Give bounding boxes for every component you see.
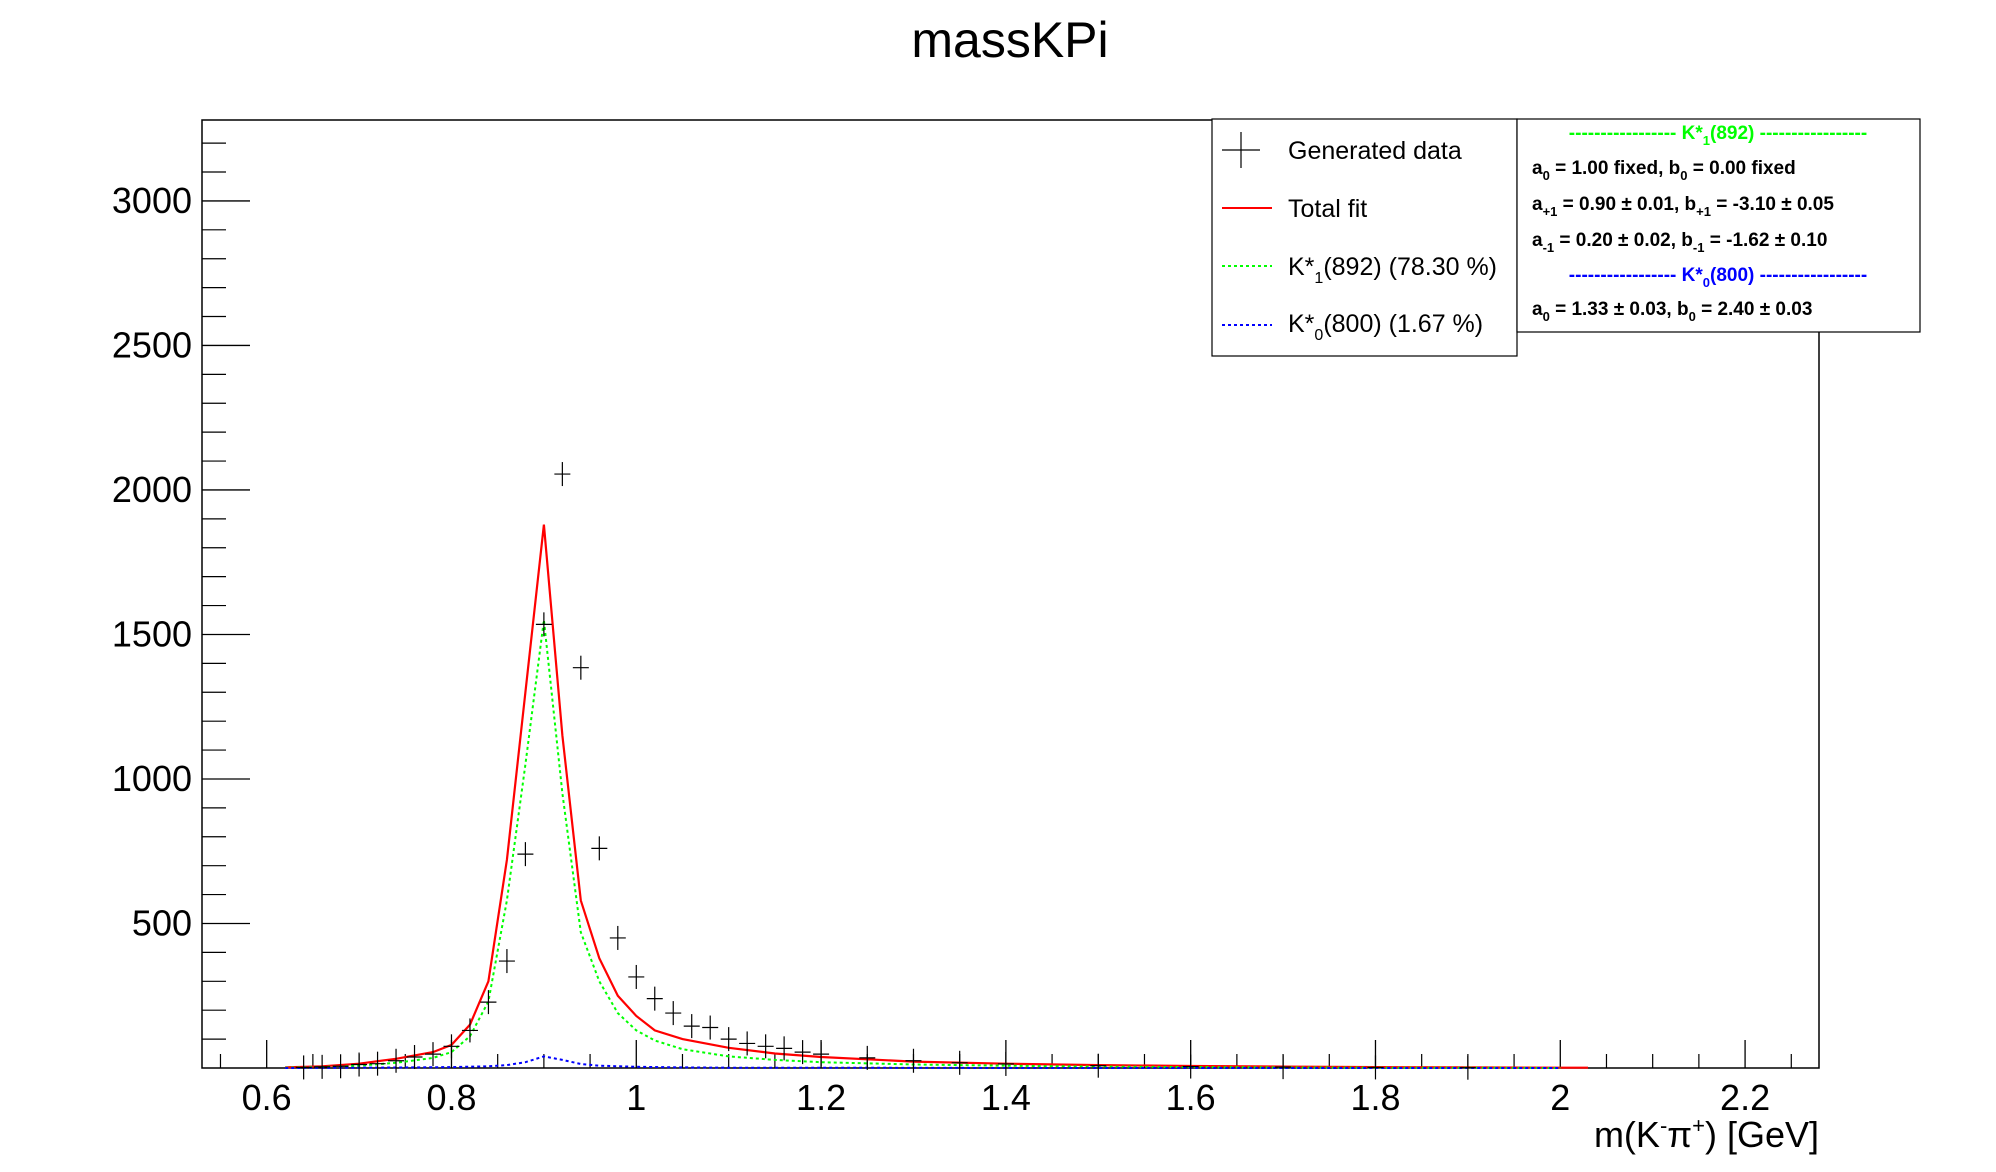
data-point (951, 1050, 968, 1075)
legend-label-data: Generated data (1288, 137, 1462, 165)
x-tick-label: 0.8 (426, 1077, 476, 1118)
data-point (683, 1014, 700, 1039)
y-tick-label: 1500 (112, 613, 192, 654)
x-tick-label: 0.6 (242, 1077, 292, 1118)
data-point (480, 990, 497, 1015)
chart-title: massKPi (911, 12, 1108, 68)
legend-label-total-fit: Total fit (1288, 195, 1367, 223)
data-point (535, 612, 552, 637)
series-line-1 (285, 619, 1561, 1069)
fit-k1-line-am1: a-1 = 0.20 ± 0.02, b-1 = -1.62 ± 0.10 (1532, 230, 1827, 255)
fit-box-frame (1516, 118, 1921, 333)
y-tick-label: 2500 (112, 324, 192, 365)
legend: Generated data Total fit K*1(892) (78.30… (1211, 118, 1518, 357)
series-layer (285, 524, 1588, 1069)
fit-k0-line-a0: a0 = 1.33 ± 0.03, b0 = 2.40 ± 0.03 (1532, 299, 1812, 324)
data-point (646, 986, 663, 1011)
data-point (1182, 1054, 1199, 1079)
data-point (498, 949, 515, 974)
data-point (813, 1042, 830, 1067)
data-point (572, 655, 589, 680)
data-point (905, 1048, 922, 1073)
x-tick-label: 2.2 (1720, 1077, 1770, 1118)
y-tick-label: 3000 (112, 180, 192, 221)
legend-item-k0: K*0(800) (1.67 %) (1222, 310, 1483, 344)
data-point (609, 925, 626, 950)
x-tick-label: 1 (626, 1077, 646, 1118)
data-point (443, 1034, 460, 1059)
data-point (757, 1034, 774, 1059)
data-point (388, 1048, 405, 1073)
data-point (517, 842, 534, 867)
x-tick-label: 1.2 (796, 1077, 846, 1118)
data-point (997, 1051, 1014, 1076)
legend-label-k1: K*1(892) (78.30 %) (1288, 253, 1497, 287)
data-point (665, 1001, 682, 1026)
data-point (794, 1040, 811, 1065)
axes: 0.6 0.8 1 1.2 1.4 1.6 1.8 2 2.2 500 1000 1500 2000 25… (112, 142, 1792, 1118)
fit-k0-header: ----------------- K*0(800) -------------… (1569, 265, 1867, 290)
data-point (859, 1045, 876, 1070)
data-point (1367, 1055, 1384, 1080)
legend-frame (1211, 118, 1518, 357)
fit-k1-line-ap1: a+1 = 0.90 ± 0.01, b+1 = -3.10 ± 0.05 (1532, 194, 1834, 219)
y-tick-label: 500 (132, 902, 192, 943)
data-point (369, 1051, 386, 1076)
fit-k1-header: ----------------- K*1(892) -------------… (1569, 123, 1867, 148)
data-point (461, 1018, 478, 1043)
y-tick-label: 1000 (112, 758, 192, 799)
x-tick-label: 1.6 (1166, 1077, 1216, 1118)
fit-k1-line-a0: a0 = 1.00 fixed, b0 = 0.00 fixed (1532, 158, 1796, 183)
legend-item-data: Generated data (1222, 132, 1462, 168)
data-point (295, 1055, 312, 1080)
data-point (1090, 1053, 1107, 1078)
series-line-0 (285, 524, 1588, 1069)
data-point (554, 462, 571, 487)
y-tick-label: 2000 (112, 469, 192, 510)
data-point (1459, 1055, 1476, 1080)
data-point (351, 1052, 368, 1077)
legend-item-k1: K*1(892) (78.30 %) (1222, 253, 1497, 287)
data-point (332, 1054, 349, 1079)
legend-item-total-fit: Total fit (1222, 195, 1367, 223)
legend-label-k0: K*0(800) (1.67 %) (1288, 310, 1483, 344)
data-point (314, 1054, 331, 1079)
x-tick-label: 2 (1550, 1077, 1570, 1118)
data-points (295, 462, 1476, 1080)
data-point (406, 1045, 423, 1070)
x-tick-label: 1.4 (981, 1077, 1031, 1118)
x-axis-label: m(K-π+) [GeV] (1594, 1113, 1819, 1155)
fit-parameters-box: ----------------- K*1(892) -------------… (1516, 118, 1921, 333)
data-point (591, 836, 608, 861)
x-tick-label: 1.8 (1350, 1077, 1400, 1118)
data-point (720, 1027, 737, 1052)
data-point (776, 1036, 793, 1061)
data-point (739, 1031, 756, 1056)
data-point (1275, 1055, 1292, 1080)
data-point (628, 964, 645, 989)
data-point (702, 1015, 719, 1040)
data-point (425, 1042, 441, 1067)
